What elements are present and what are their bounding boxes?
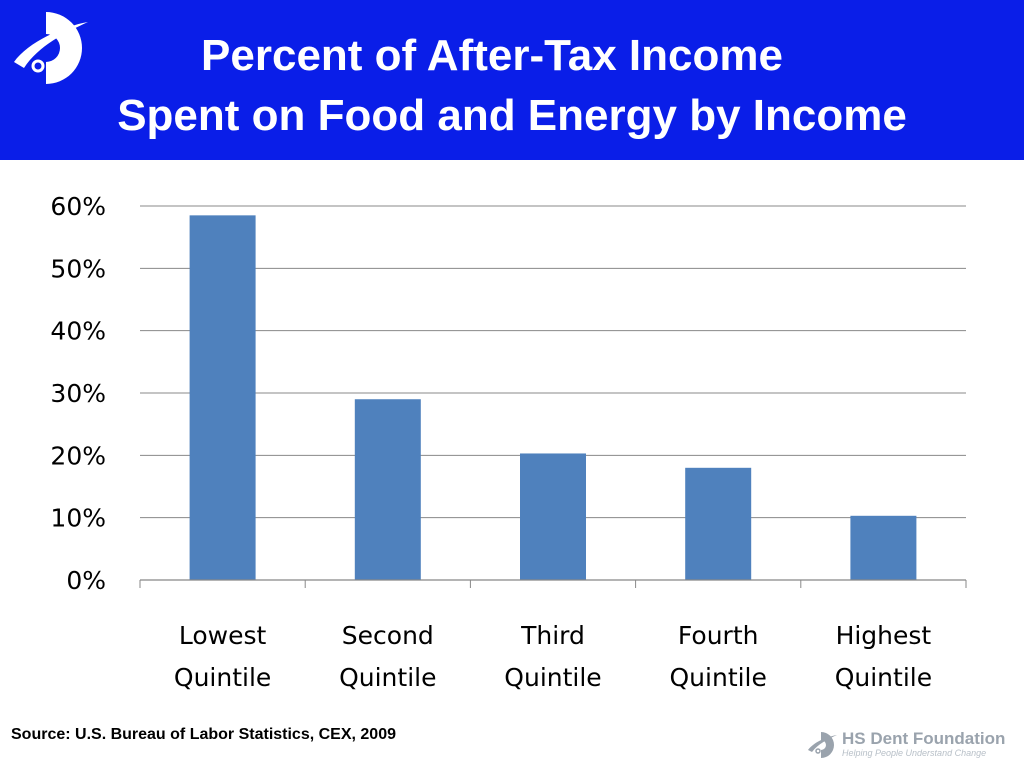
y-tick-label: 40%	[50, 317, 106, 346]
x-category-label: Fourth Quintile	[670, 621, 767, 692]
x-category-label-line: Quintile	[835, 663, 932, 692]
x-category-label-line: Lowest	[179, 621, 267, 650]
hs-dent-logo-icon	[808, 732, 837, 758]
hs-dent-logo-icon	[14, 12, 88, 84]
chart-bars	[189, 215, 917, 580]
x-category-label-line: Quintile	[670, 663, 767, 692]
bar	[850, 515, 917, 580]
x-category-label: Third Quintile	[504, 621, 601, 692]
x-category-label: Second Quintile	[339, 621, 436, 692]
x-category-label-line: Third	[520, 621, 585, 650]
x-category-label: Highest Quintile	[835, 621, 932, 692]
brand-name: HS Dent Foundation	[842, 729, 1006, 748]
y-tick-label: 20%	[50, 441, 106, 470]
x-category-label: Lowest Quintile	[174, 621, 271, 692]
x-axis-category-labels: Lowest Quintile Second Quintile Third Quintil…	[174, 621, 932, 692]
x-category-label-line: Highest	[836, 621, 932, 650]
x-category-label-line: Second	[342, 621, 434, 650]
brand-tagline: Helping People Understand Change	[842, 748, 987, 758]
page-title-line-2: Spent on Food and Energy by Income	[117, 91, 907, 140]
y-tick-label: 10%	[50, 504, 106, 533]
bar	[520, 453, 586, 580]
x-category-label-line: Quintile	[339, 663, 436, 692]
y-tick-label: 60%	[50, 192, 106, 221]
bar-chart: 0%10%20%30%40%50%60% Lowest QuintileSecon…	[50, 192, 967, 692]
bar	[685, 467, 752, 580]
y-tick-label: 50%	[50, 254, 106, 283]
title-banner: Percent of After-Tax Income Spent on Foo…	[0, 0, 1024, 160]
bar	[189, 215, 256, 580]
x-category-label-line: Quintile	[504, 663, 601, 692]
x-category-label-line: Quintile	[174, 663, 271, 692]
page-title-line-1: Percent of After-Tax Income	[201, 31, 783, 80]
bar	[354, 399, 421, 580]
source-note: Source: U.S. Bureau of Labor Statistics,…	[11, 726, 396, 743]
brand-footer: HS Dent Foundation Helping People Unders…	[806, 728, 1018, 764]
chart-axes	[139, 579, 967, 588]
y-tick-label: 30%	[50, 379, 106, 408]
y-tick-label: 0%	[66, 566, 106, 595]
x-category-label-line: Fourth	[678, 621, 759, 650]
y-axis-tick-labels: 0% 10% 20% 30% 40% 50% 60%	[50, 192, 106, 595]
